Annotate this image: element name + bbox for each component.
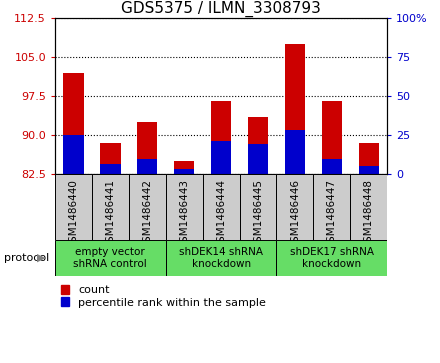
Bar xyxy=(92,174,129,240)
Bar xyxy=(276,240,387,276)
Bar xyxy=(203,174,239,240)
Bar xyxy=(350,174,387,240)
Text: GSM1486448: GSM1486448 xyxy=(364,179,374,249)
Bar xyxy=(285,44,305,174)
Text: GSM1486445: GSM1486445 xyxy=(253,179,263,249)
Text: GSM1486443: GSM1486443 xyxy=(179,179,189,249)
Text: GSM1486440: GSM1486440 xyxy=(69,179,78,249)
Bar xyxy=(55,240,166,276)
Bar xyxy=(276,174,313,240)
Bar xyxy=(359,143,379,174)
Bar xyxy=(322,101,342,174)
Text: shDEK17 shRNA
knockdown: shDEK17 shRNA knockdown xyxy=(290,247,374,269)
Text: GSM1486444: GSM1486444 xyxy=(216,179,226,249)
Bar xyxy=(100,164,121,174)
Text: empty vector
shRNA control: empty vector shRNA control xyxy=(73,247,147,269)
Bar xyxy=(55,174,92,240)
Bar xyxy=(313,174,350,240)
Bar xyxy=(129,174,166,240)
Bar xyxy=(137,159,158,174)
Text: GSM1486442: GSM1486442 xyxy=(142,179,152,249)
Text: GSM1486446: GSM1486446 xyxy=(290,179,300,249)
Bar xyxy=(166,240,276,276)
Bar xyxy=(359,166,379,174)
Legend: count, percentile rank within the sample: count, percentile rank within the sample xyxy=(61,285,266,307)
Title: GDS5375 / ILMN_3308793: GDS5375 / ILMN_3308793 xyxy=(121,1,321,17)
Bar xyxy=(137,122,158,174)
Bar xyxy=(100,143,121,174)
Text: GSM1486441: GSM1486441 xyxy=(105,179,115,249)
Bar xyxy=(239,174,276,240)
Bar xyxy=(174,169,194,174)
Bar xyxy=(248,144,268,174)
Text: ▶: ▶ xyxy=(37,253,46,263)
Text: GSM1486447: GSM1486447 xyxy=(327,179,337,249)
Bar xyxy=(211,142,231,174)
Bar xyxy=(166,174,203,240)
Bar xyxy=(174,161,194,174)
Bar xyxy=(63,135,84,174)
Bar xyxy=(211,101,231,174)
Bar xyxy=(322,159,342,174)
Text: shDEK14 shRNA
knockdown: shDEK14 shRNA knockdown xyxy=(179,247,263,269)
Bar xyxy=(248,117,268,174)
Text: protocol: protocol xyxy=(4,253,50,263)
Bar xyxy=(285,130,305,174)
Bar xyxy=(63,73,84,174)
